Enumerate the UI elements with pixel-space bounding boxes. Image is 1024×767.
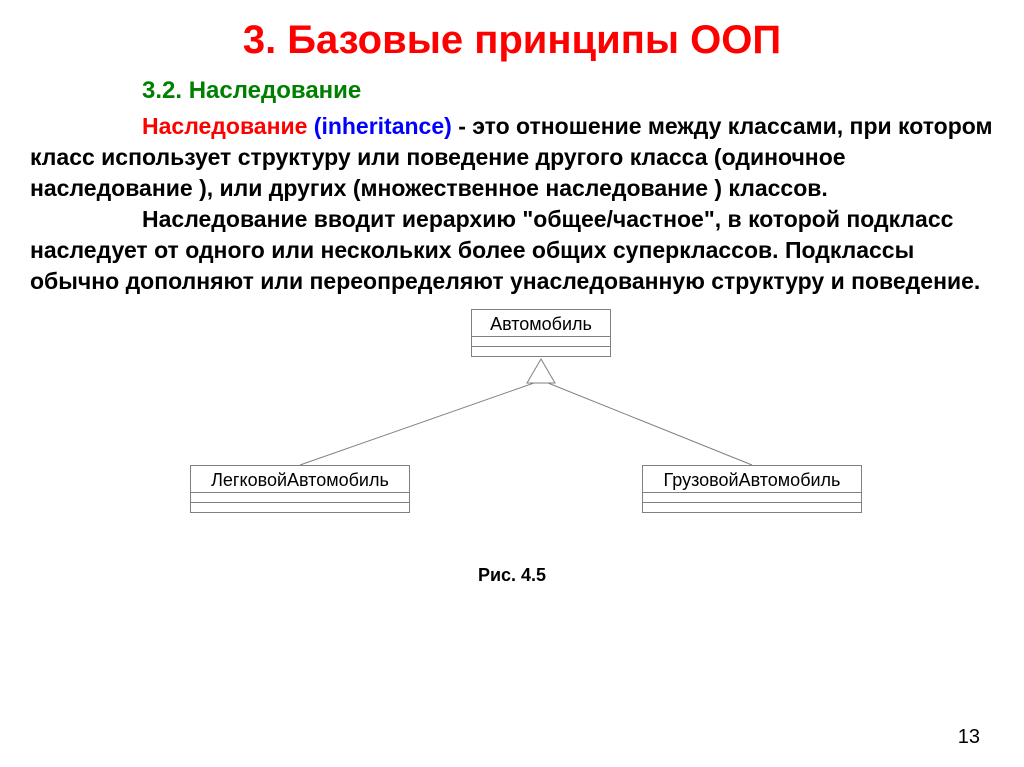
slide-title: 3. Базовые принципы ООП <box>30 18 994 63</box>
subsection-heading: 3.2. Наследование <box>142 77 994 105</box>
term-en: (inheritance) <box>314 113 452 139</box>
uml-inheritance-diagram: Автомобиль ЛегковойАвтомобиль ГрузовойАвто… <box>30 305 994 565</box>
uml-class-label: ГрузовойАвтомобиль <box>642 465 862 493</box>
page-number: 13 <box>958 726 980 749</box>
uml-class-child2: ГрузовойАвтомобиль <box>642 465 862 513</box>
definition-paragraph: Наследование (inheritance) - это отношен… <box>30 111 994 297</box>
definition-text-2: Наследование вводит иерархию "общее/част… <box>30 206 980 294</box>
term-ru: Наследование <box>142 113 314 139</box>
uml-class-label: Автомобиль <box>471 309 611 337</box>
uml-class-parent: Автомобиль <box>471 309 611 357</box>
figure-caption: Рис. 4.5 <box>30 565 994 586</box>
inheritance-arrowhead-icon <box>527 359 555 383</box>
uml-class-label: ЛегковойАвтомобиль <box>190 465 410 493</box>
uml-class-child1: ЛегковойАвтомобиль <box>190 465 410 513</box>
